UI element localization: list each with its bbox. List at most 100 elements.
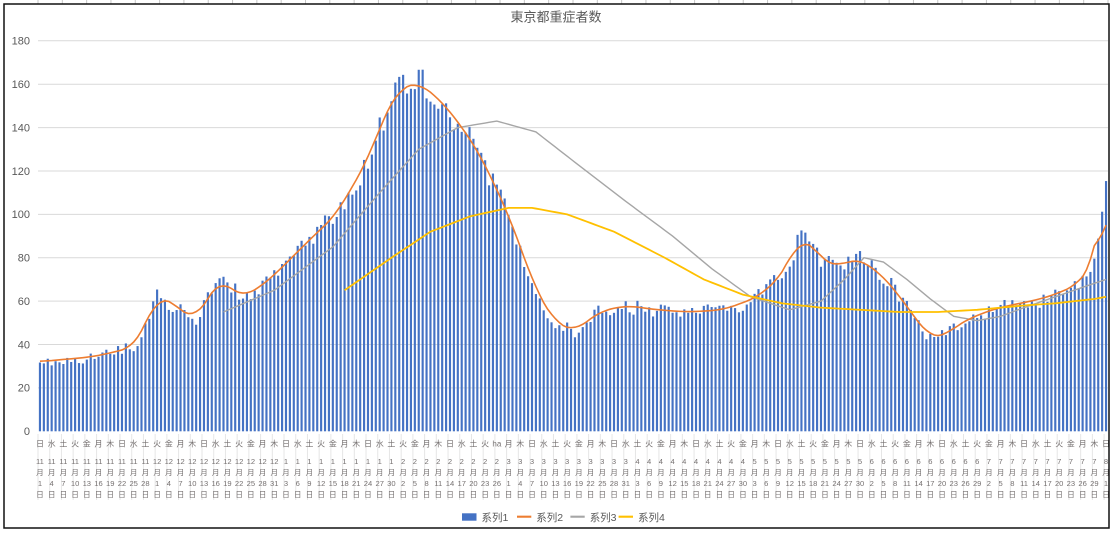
svg-text:11: 11 [59,457,67,466]
svg-text:6: 6 [916,457,920,466]
svg-text:3: 3 [624,457,628,466]
svg-text:日: 日 [950,490,958,499]
svg-text:金: 金 [657,438,665,448]
svg-text:日: 日 [329,490,337,499]
svg-text:11: 11 [903,479,911,488]
svg-text:2: 2 [413,457,417,466]
svg-text:3: 3 [553,457,557,466]
svg-text:日: 日 [60,490,68,499]
svg-text:月: 月 [493,468,501,477]
svg-text:4: 4 [706,457,710,466]
svg-text:日: 日 [915,490,923,499]
svg-text:日: 日 [634,490,642,499]
svg-text:17: 17 [457,479,465,488]
svg-text:月: 月 [71,468,79,477]
svg-text:月: 月 [364,468,372,477]
svg-text:7: 7 [1081,457,1085,466]
svg-text:2: 2 [471,457,475,466]
svg-text:13: 13 [200,479,208,488]
svg-text:月: 月 [774,468,782,477]
svg-text:2: 2 [436,457,440,466]
svg-text:月: 月 [423,468,431,477]
svg-text:土: 土 [879,438,887,448]
svg-text:月: 月 [610,468,618,477]
svg-text:月: 月 [1079,468,1087,477]
svg-text:日: 日 [306,490,314,499]
svg-text:日: 日 [845,490,853,499]
svg-text:31: 31 [270,479,278,488]
svg-text:月: 月 [868,468,876,477]
svg-text:2: 2 [424,457,428,466]
svg-text:月: 月 [985,468,993,477]
svg-text:日: 日 [364,490,372,499]
svg-text:金: 金 [411,438,419,448]
svg-text:5: 5 [811,457,815,466]
svg-text:水: 水 [458,438,466,448]
svg-text:月: 月 [540,468,548,477]
svg-text:月: 月 [704,468,712,477]
svg-text:月: 月 [833,439,841,448]
svg-text:水: 水 [868,438,876,448]
svg-text:16: 16 [563,479,571,488]
svg-text:月: 月 [399,468,407,477]
svg-text:金: 金 [329,438,337,448]
svg-text:12: 12 [153,457,161,466]
svg-text:金: 金 [1067,438,1075,448]
svg-text:月: 月 [950,468,958,477]
svg-text:日: 日 [153,490,161,499]
svg-text:日: 日 [71,490,79,499]
svg-text:月: 月 [270,468,278,477]
svg-text:日: 日 [903,490,911,499]
svg-text:2: 2 [870,479,874,488]
svg-text:日: 日 [446,490,454,499]
svg-text:日: 日 [83,490,91,499]
svg-text:月: 月 [329,468,337,477]
svg-text:月: 月 [481,468,489,477]
svg-text:月: 月 [294,468,302,477]
svg-text:日: 日 [552,490,560,499]
svg-text:日: 日 [1067,490,1075,499]
svg-text:火: 火 [153,439,161,448]
svg-text:7: 7 [178,479,182,488]
svg-text:月: 月 [563,468,571,477]
svg-text:11: 11 [36,457,44,466]
svg-text:100: 100 [12,209,30,221]
svg-text:29: 29 [973,479,981,488]
svg-text:22: 22 [235,479,243,488]
svg-text:21: 21 [704,479,712,488]
svg-text:日: 日 [1044,490,1052,499]
svg-text:金: 金 [821,438,829,448]
svg-text:5: 5 [823,457,827,466]
svg-text:ha: ha [492,439,501,448]
svg-text:月: 月 [165,468,173,477]
svg-text:1: 1 [319,457,323,466]
svg-text:月: 月 [1020,468,1028,477]
svg-text:26: 26 [1078,479,1086,488]
svg-text:月: 月 [927,468,935,477]
svg-text:金: 金 [575,438,583,448]
svg-text:日: 日 [282,439,290,448]
svg-text:月: 月 [833,468,841,477]
svg-text:月: 月 [891,468,899,477]
svg-text:日: 日 [458,490,466,499]
svg-text:7: 7 [1010,457,1014,466]
svg-text:2: 2 [460,457,464,466]
svg-text:3: 3 [577,457,581,466]
svg-text:3: 3 [612,457,616,466]
svg-text:27: 27 [727,479,735,488]
svg-text:日: 日 [528,439,536,448]
svg-text:1: 1 [284,457,288,466]
svg-text:月: 月 [1079,439,1087,448]
svg-text:3: 3 [284,479,288,488]
svg-text:2: 2 [401,479,405,488]
svg-text:月: 月 [692,468,700,477]
svg-text:20: 20 [18,383,30,395]
svg-text:12: 12 [176,457,184,466]
svg-text:月: 月 [880,468,888,477]
svg-text:日: 日 [1091,490,1099,499]
svg-text:13: 13 [551,479,559,488]
svg-text:40: 40 [18,339,30,351]
svg-text:系列3: 系列3 [590,511,617,524]
svg-text:月: 月 [634,468,642,477]
svg-text:木: 木 [598,438,606,448]
